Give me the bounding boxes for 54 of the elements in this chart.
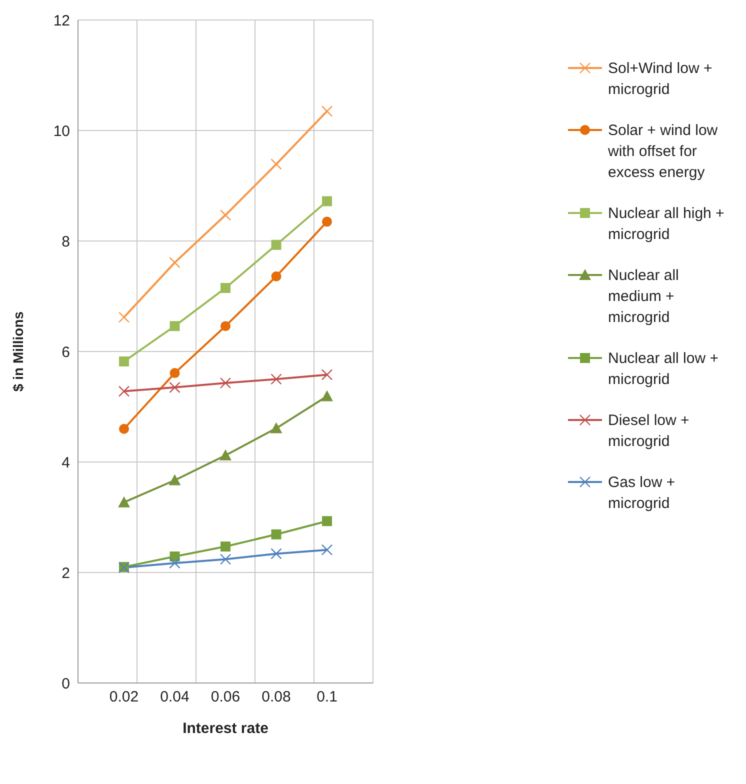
y-tick-label: 6: [62, 344, 70, 361]
x-tick-label: 0.02: [109, 688, 139, 706]
point: [220, 377, 232, 389]
point: [118, 496, 130, 508]
point: [169, 382, 180, 394]
y-tick-label: 10: [53, 122, 70, 140]
legend-label: Diesel low + microgrid: [608, 411, 690, 452]
y-tick-label: 8: [62, 233, 70, 250]
x-tick-label: 0.06: [210, 688, 240, 706]
point: [271, 271, 282, 282]
point: [321, 369, 333, 380]
legend-label: Sol+Wind low + microgrid: [608, 59, 714, 100]
y-tick-label: 12: [53, 12, 70, 30]
y-tick-label: 0: [62, 675, 70, 692]
point: [169, 256, 180, 268]
point: [322, 216, 332, 227]
point: [270, 548, 282, 560]
point: [270, 422, 282, 434]
point: [220, 209, 232, 221]
point: [321, 390, 333, 402]
legend-label: Nuclear all low + microgrid: [608, 349, 720, 390]
point: [321, 106, 333, 117]
point: [170, 368, 180, 378]
point: [220, 554, 232, 565]
x-tick-label: 0.1: [316, 688, 338, 706]
y-tick-label: 2: [62, 564, 70, 582]
point: [322, 196, 332, 206]
point: [321, 544, 333, 556]
point: [119, 424, 129, 434]
x-tick-label: 0.04: [160, 688, 190, 706]
point: [119, 356, 129, 366]
point: [170, 551, 180, 562]
x-axis-title: Interest rate: [182, 720, 268, 737]
point: [270, 158, 282, 170]
y-axis-title: $ in Millions: [10, 311, 26, 392]
point: [220, 542, 230, 552]
point: [118, 312, 130, 323]
point: [322, 516, 332, 526]
point: [170, 321, 180, 332]
legend-label: Gas low + microgrid: [608, 473, 676, 514]
point: [220, 449, 232, 460]
point: [118, 386, 130, 397]
point: [220, 321, 230, 332]
point: [168, 474, 181, 486]
legend-label: Nuclear all high + microgrid: [608, 204, 726, 245]
point: [169, 558, 180, 569]
point: [220, 282, 230, 293]
point: [271, 529, 282, 540]
legend-label: Solar + wind low with offset for excess energy: [608, 121, 719, 183]
legend-label: Nuclear all medium + microgrid: [608, 266, 680, 328]
x-tick-label: 0.08: [262, 688, 291, 706]
point: [271, 240, 282, 250]
point: [270, 374, 282, 385]
y-tick-label: 4: [62, 454, 70, 472]
